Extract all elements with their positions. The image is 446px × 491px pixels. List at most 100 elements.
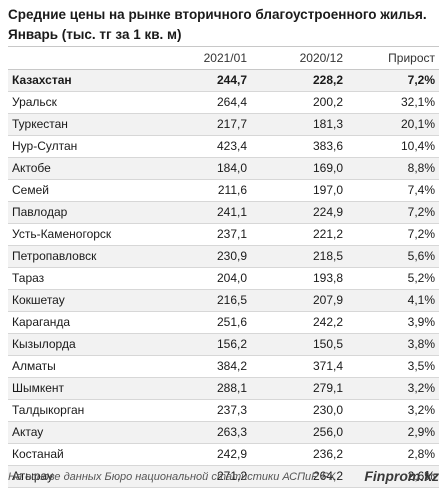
value-2020-12-cell: 228,2 xyxy=(312,73,343,87)
region-cell: Тараз xyxy=(12,271,45,285)
value-2020-12-cell: 236,2 xyxy=(312,447,343,461)
table-row: Тараз 204,0 193,8 5,2% xyxy=(8,268,439,290)
price-table: 2021/01 2020/12 Прирост Казахстан 244,7 22… xyxy=(8,46,439,488)
value-2020-12-cell: 207,9 xyxy=(312,293,343,307)
value-2021-01-cell: 184,0 xyxy=(216,161,247,175)
value-2021-01-cell: 211,6 xyxy=(217,183,247,197)
growth-cell: 3,5% xyxy=(407,359,435,373)
value-2020-12-cell: 193,8 xyxy=(312,271,343,285)
table-row: Семей 211,6 197,0 7,4% xyxy=(8,180,439,202)
growth-cell: 7,2% xyxy=(407,73,435,87)
table-row: Усть-Каменогорск 237,1 221,2 7,2% xyxy=(8,224,439,246)
table-body: Казахстан 244,7 228,2 7,2% Уральск 264,4 200,2… xyxy=(8,70,439,488)
footer: На основе данных Бюро национальной стати… xyxy=(8,468,439,487)
table-row: Актобе 184,0 169,0 8,8% xyxy=(8,158,439,180)
value-2021-01-cell: 216,5 xyxy=(216,293,247,307)
region-cell: Уральск xyxy=(12,95,57,109)
value-2020-12-cell: 181,3 xyxy=(312,117,343,131)
value-2020-12-cell: 218,5 xyxy=(312,249,343,263)
value-2020-12-cell: 242,2 xyxy=(312,315,343,329)
growth-cell: 3,2% xyxy=(407,381,435,395)
source-note: На основе данных Бюро национальной стати… xyxy=(8,471,336,483)
table-row: Караганда 251,6 242,2 3,9% xyxy=(8,312,439,334)
value-2021-01-cell: 288,1 xyxy=(216,381,247,395)
header-growth: Прирост xyxy=(388,51,435,65)
growth-cell: 7,2% xyxy=(407,227,435,241)
value-2021-01-cell: 217,7 xyxy=(216,117,247,131)
value-2021-01-cell: 241,1 xyxy=(216,205,247,219)
growth-cell: 10,4% xyxy=(400,139,435,153)
brand-logo-text: Finprom.kz xyxy=(364,468,439,484)
table-row: Павлодар 241,1 224,9 7,2% xyxy=(8,202,439,224)
table-row: Актау 263,3 256,0 2,9% xyxy=(8,422,439,444)
region-cell: Кызылорда xyxy=(12,337,76,351)
table-row: Петропавловск 230,9 218,5 5,6% xyxy=(8,246,439,268)
region-cell: Шымкент xyxy=(12,381,65,395)
value-2020-12-cell: 221,2 xyxy=(312,227,343,241)
region-cell: Караганда xyxy=(12,315,71,329)
growth-cell: 2,6% xyxy=(407,469,435,483)
table-row: Шымкент 288,1 279,1 3,2% xyxy=(8,378,439,400)
value-2020-12-cell: 197,0 xyxy=(312,183,343,197)
value-2021-01-cell: 230,9 xyxy=(216,249,247,263)
value-2020-12-cell: 169,0 xyxy=(312,161,343,175)
value-2020-12-cell: 224,9 xyxy=(312,205,343,219)
value-2020-12-cell: 200,2 xyxy=(312,95,343,109)
region-cell: Павлодар xyxy=(12,205,68,219)
table-row: Кокшетау 216,5 207,9 4,1% xyxy=(8,290,439,312)
table-row: Казахстан 244,7 228,2 7,2% xyxy=(8,70,439,92)
table-row: Атырау 271,2 264,2 2,6% xyxy=(8,466,439,488)
growth-cell: 5,6% xyxy=(407,249,435,263)
value-2020-12-cell: 256,0 xyxy=(312,425,343,439)
chart-title: Средние цены на рынке вторичного благоус… xyxy=(8,7,427,42)
table-row: Костанай 242,9 236,2 2,8% xyxy=(8,444,439,466)
table-row: Алматы 384,2 371,4 3,5% xyxy=(8,356,439,378)
region-cell: Талдыкорган xyxy=(12,403,85,417)
value-2020-12-cell: 150,5 xyxy=(312,337,343,351)
value-2021-01-cell: 204,0 xyxy=(216,271,247,285)
value-2021-01-cell: 237,3 xyxy=(216,403,247,417)
value-2020-12-cell: 383,6 xyxy=(312,139,343,153)
region-cell: Туркестан xyxy=(12,117,68,131)
value-2021-01-cell: 237,1 xyxy=(216,227,247,241)
table-row: Уральск 264,4 200,2 32,1% xyxy=(8,92,439,114)
region-cell: Петропавловск xyxy=(12,249,97,263)
growth-cell: 32,1% xyxy=(400,95,435,109)
value-2020-12-cell: 264,2 xyxy=(312,469,343,483)
value-2021-01-cell: 242,9 xyxy=(216,447,247,461)
header-2021-01: 2021/01 xyxy=(203,51,247,65)
region-cell: Атырау xyxy=(12,469,54,483)
growth-cell: 2,9% xyxy=(407,425,435,439)
growth-cell: 7,2% xyxy=(407,205,435,219)
growth-cell: 20,1% xyxy=(400,117,435,131)
header-2020-12: 2020/12 xyxy=(299,51,343,65)
growth-cell: 8,8% xyxy=(407,161,435,175)
table-row: Кызылорда 156,2 150,5 3,8% xyxy=(8,334,439,356)
value-2020-12-cell: 279,1 xyxy=(312,381,343,395)
growth-cell: 7,4% xyxy=(407,183,435,197)
table-row: Талдыкорган 237,3 230,0 3,2% xyxy=(8,400,439,422)
region-cell: Нур-Султан xyxy=(12,139,78,153)
value-2021-01-cell: 384,2 xyxy=(216,359,247,373)
growth-cell: 2,8% xyxy=(407,447,435,461)
region-cell: Актау xyxy=(12,425,44,439)
value-2021-01-cell: 264,4 xyxy=(216,95,247,109)
growth-cell: 3,9% xyxy=(407,315,435,329)
value-2021-01-cell: 263,3 xyxy=(216,425,247,439)
value-2020-12-cell: 230,0 xyxy=(312,403,343,417)
value-2021-01-cell: 271,2 xyxy=(216,469,247,483)
region-cell: Семей xyxy=(12,183,49,197)
value-2021-01-cell: 244,7 xyxy=(216,73,247,87)
table-row: Туркестан 217,7 181,3 20,1% xyxy=(8,114,439,136)
value-2021-01-cell: 423,4 xyxy=(216,139,247,153)
region-cell: Костанай xyxy=(12,447,64,461)
growth-cell: 5,2% xyxy=(407,271,435,285)
value-2021-01-cell: 251,6 xyxy=(216,315,247,329)
value-2021-01-cell: 156,2 xyxy=(216,337,247,351)
region-cell: Казахстан xyxy=(12,73,72,87)
growth-cell: 3,2% xyxy=(407,403,435,417)
region-cell: Кокшетау xyxy=(12,293,65,307)
region-cell: Алматы xyxy=(12,359,56,373)
region-cell: Актобе xyxy=(12,161,51,175)
table-header-row: 2021/01 2020/12 Прирост xyxy=(8,47,439,70)
